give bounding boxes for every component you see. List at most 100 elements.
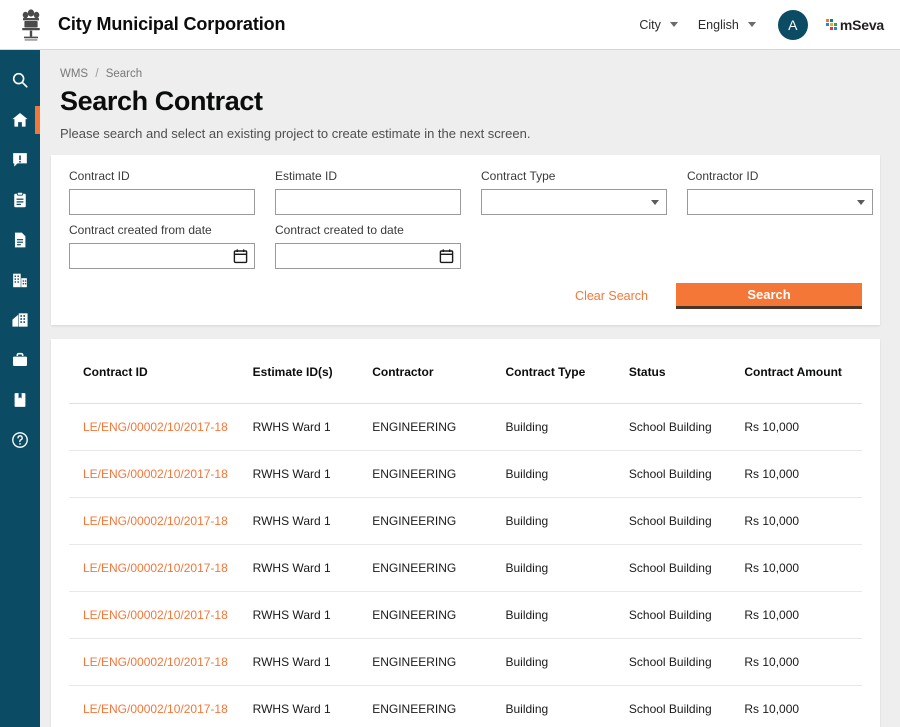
cell-contract-type: Building [505, 450, 629, 498]
search-form-card: Contract ID Estimate ID Contract Type Co… [51, 155, 880, 325]
sidebar-item-complaint[interactable] [0, 140, 40, 180]
contract-id-link[interactable]: LE/ENG/00002/10/2017-18 [83, 420, 228, 434]
chevron-down-icon [747, 22, 756, 27]
cell-contract-amount: Rs 10,000 [744, 403, 862, 451]
language-selector-label: English [697, 17, 739, 32]
field-label: Contract Type [481, 169, 556, 183]
home-icon [11, 111, 29, 129]
breadcrumb-separator: / [95, 68, 99, 80]
cell-contractor: ENGINEERING [372, 591, 506, 639]
field-label: Contract created from date [69, 223, 212, 237]
cell-contractor: ENGINEERING [372, 450, 506, 498]
sidebar-item-briefcase[interactable] [0, 340, 40, 380]
cell-status: School Building [628, 450, 745, 498]
field-contractor-id: Contractor ID [687, 169, 893, 215]
column-header-contract-amount: Contract Amount [744, 339, 862, 404]
field-contract-type: Contract Type [481, 169, 687, 215]
building-icon [11, 271, 29, 289]
language-selector[interactable]: English [688, 12, 766, 38]
cell-contractor: ENGINEERING [372, 685, 506, 727]
field-label: Contract ID [69, 169, 130, 183]
india-state-emblem-icon [18, 6, 44, 44]
cell-contract-type: Building [505, 638, 629, 686]
sidebar-item-building[interactable] [0, 260, 40, 300]
cell-status: School Building [628, 497, 745, 545]
page-title: Search Contract [60, 86, 263, 116]
complaint-icon [11, 151, 29, 169]
form-spacer [687, 223, 893, 269]
search-icon [11, 71, 29, 89]
results-card: Contract ID Estimate ID(s) Contractor Co… [51, 339, 880, 727]
page-brand-title: City Municipal Corporation [58, 14, 286, 34]
from-date-wrapper [69, 243, 255, 269]
sidebar-item-help[interactable] [0, 420, 40, 460]
city-selector-label: City [639, 17, 661, 32]
estimate-id-input[interactable] [275, 189, 461, 215]
sidebar-item-document[interactable] [0, 220, 40, 260]
contract-type-select-wrapper [481, 189, 667, 215]
contract-type-select[interactable] [481, 189, 667, 215]
document-icon [11, 231, 29, 249]
contract-id-link[interactable]: LE/ENG/00002/10/2017-18 [83, 655, 228, 669]
contract-id-link[interactable]: LE/ENG/00002/10/2017-18 [83, 702, 228, 716]
contract-id-input[interactable] [69, 189, 255, 215]
cell-contract-amount: Rs 10,000 [744, 638, 862, 686]
column-header-contract-type: Contract Type [505, 339, 629, 404]
cell-estimate-id: RWHS Ward 1 [252, 403, 373, 451]
clipboard-icon [11, 191, 29, 209]
avatar[interactable]: A [777, 9, 808, 40]
contract-id-link[interactable]: LE/ENG/00002/10/2017-18 [83, 608, 228, 622]
city-selector[interactable]: City [629, 12, 688, 38]
created-to-date-input[interactable] [275, 243, 461, 269]
table-row: LE/ENG/00002/10/2017-18 RWHS Ward 1 ENGINE… [69, 497, 862, 545]
cell-estimate-id: RWHS Ward 1 [252, 591, 373, 639]
cell-contract-id: LE/ENG/00002/10/2017-18 [69, 403, 253, 451]
cell-status: School Building [628, 638, 745, 686]
contractor-id-select[interactable] [687, 189, 873, 215]
table-row: LE/ENG/00002/10/2017-18 RWHS Ward 1 ENGINE… [69, 544, 862, 592]
clear-search-link[interactable]: Clear Search [575, 289, 648, 303]
sidebar-item-search[interactable] [0, 60, 40, 100]
cell-estimate-id: RWHS Ward 1 [252, 450, 373, 498]
cell-contract-type: Building [505, 403, 629, 451]
sidebar-item-clipboard[interactable] [0, 180, 40, 220]
search-fields-grid: Contract ID Estimate ID Contract Type Co… [69, 169, 873, 269]
contractor-id-select-wrapper [687, 189, 873, 215]
mseva-logo-text: mSeva [839, 16, 884, 33]
sidebar-item-home[interactable] [0, 100, 40, 140]
field-label: Estimate ID [275, 169, 338, 183]
cell-status: School Building [628, 685, 745, 727]
results-table-body: LE/ENG/00002/10/2017-18 RWHS Ward 1 ENGINE… [69, 403, 862, 727]
column-header-estimate-ids: Estimate ID(s) [252, 339, 373, 404]
header-actions: City English A mSeva [629, 9, 900, 40]
to-date-wrapper [275, 243, 461, 269]
sidebar-item-bookmark[interactable] [0, 380, 40, 420]
contract-id-link[interactable]: LE/ENG/00002/10/2017-18 [83, 561, 228, 575]
table-row: LE/ENG/00002/10/2017-18 RWHS Ward 1 ENGINE… [69, 685, 862, 727]
column-header-contractor: Contractor [372, 339, 506, 404]
cell-contract-id: LE/ENG/00002/10/2017-18 [69, 638, 253, 686]
search-form-actions: Clear Search Search [69, 283, 862, 309]
avatar-initial: A [788, 16, 798, 33]
breadcrumb-root[interactable]: WMS [60, 68, 89, 80]
main-content: WMS / Search Search Contract Please sear… [40, 50, 900, 727]
breadcrumb: WMS / Search [60, 68, 900, 80]
contract-id-link[interactable]: LE/ENG/00002/10/2017-18 [83, 514, 228, 528]
contract-id-link[interactable]: LE/ENG/00002/10/2017-18 [83, 467, 228, 481]
cell-estimate-id: RWHS Ward 1 [252, 685, 373, 727]
cell-status: School Building [628, 591, 745, 639]
mseva-logo[interactable]: mSeva [825, 16, 884, 33]
form-spacer [481, 223, 687, 269]
search-button[interactable]: Search [676, 283, 862, 309]
cell-contract-type: Building [505, 497, 629, 545]
created-from-date-input[interactable] [69, 243, 255, 269]
column-header-status: Status [628, 339, 745, 404]
sidebar-item-property[interactable] [0, 300, 40, 340]
cell-contract-amount: Rs 10,000 [744, 591, 862, 639]
table-row: LE/ENG/00002/10/2017-18 RWHS Ward 1 ENGINE… [69, 450, 862, 498]
field-label: Contract created to date [275, 223, 404, 237]
field-estimate-id: Estimate ID [275, 169, 481, 215]
column-header-contract-id: Contract ID [69, 339, 253, 404]
cell-contract-type: Building [505, 544, 629, 592]
cell-contractor: ENGINEERING [372, 497, 506, 545]
